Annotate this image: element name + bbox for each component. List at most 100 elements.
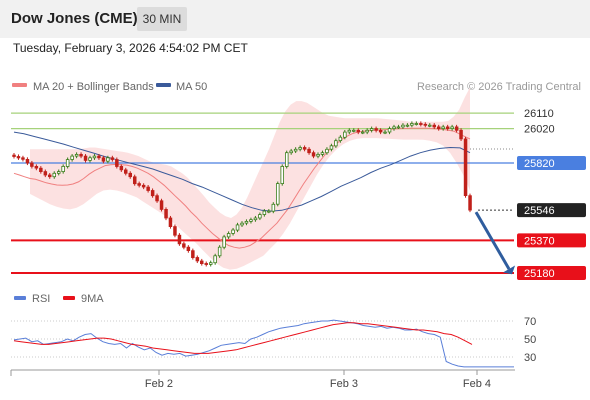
candle-body [419,123,423,125]
rsi-line [13,319,514,368]
candle-body [101,157,106,162]
candle-body [383,131,387,134]
candle-body [30,162,34,167]
candle-body [52,172,57,178]
candle-body [39,167,43,172]
candle-body [351,129,356,132]
candle-body [213,255,217,264]
candle-body [97,155,101,159]
candle-body [226,233,231,238]
candle-body [124,169,128,174]
candle-body [334,140,338,147]
time-axis: Feb 2 Feb 3 Feb 4 [10,369,515,390]
candle-body [168,217,173,228]
candle-body [177,234,182,245]
x-tick-label: Feb 3 [330,378,358,390]
candle-body [240,222,244,226]
candle-body [132,176,137,185]
level-label-26110: 26110 [524,108,554,120]
candle-body [459,129,463,140]
candle-body [280,165,284,184]
candle-body [159,200,164,210]
credit-text: Research © 2026 Trading Central [417,81,581,93]
candle-body [432,124,436,128]
candle-body [374,128,378,131]
candle-body [74,153,79,157]
candle-body [79,153,83,157]
candle-body [146,186,150,191]
candle-body [262,210,267,215]
price-plot-area: 26110 26020 25820 25546 25370 25180 [11,87,586,280]
candle-body [150,190,155,197]
projection-arrow-head [502,265,516,275]
x-tick-label: Feb 4 [463,378,491,390]
candle-body [173,226,177,236]
candle-body [137,183,141,186]
level-label-26020: 26020 [524,124,555,136]
ma50-legend-label: MA 50 [176,81,207,93]
rsi-legend-swatch [14,296,26,300]
level-label-25370: 25370 [524,235,555,247]
candle-body [164,208,168,219]
ma20-legend-swatch [12,83,27,87]
candle-body [231,229,235,234]
candle-body [70,155,74,160]
rsi-tick-50: 50 [524,334,536,346]
candle-body [423,123,428,126]
projection-arrow [474,211,511,270]
candle-body [463,138,468,196]
candle-body [298,147,302,150]
candle-body [338,136,343,141]
candle-body [25,158,30,164]
rsi-tick-70: 70 [524,316,536,328]
candle-body [365,129,369,133]
level-tag-25546 [517,203,586,218]
candle-body [450,126,454,130]
candle-body [249,219,253,222]
candle-body [191,250,195,258]
candle-body [204,263,208,265]
candle-body [316,153,320,157]
rsi-tick-30: 30 [524,352,536,364]
level-label-25546: 25546 [524,205,555,217]
candle-body [128,172,132,178]
candle-body [235,224,240,231]
candle-body [356,129,360,133]
candle-body [43,171,48,176]
candle-body [392,126,396,130]
candle-body [293,148,298,152]
candle-body [396,126,401,129]
candle-body [445,126,450,130]
bollinger-band [30,87,470,270]
candle-body [16,156,21,159]
candle-body [401,124,405,128]
ma50-line [13,131,471,212]
candle-body [267,210,271,213]
header-bar: Dow Jones (CME) 30 MIN [0,0,590,38]
candle-body [48,174,52,178]
candle-body [61,165,65,172]
candle-body [347,129,352,133]
level-tag-25370 [517,233,586,248]
candle-body [454,126,459,131]
candle-body [320,152,325,155]
candle-body [311,152,316,157]
candle-body [329,145,334,150]
candle-body [369,128,374,131]
candle-body [34,165,39,169]
candle-body [155,195,159,202]
rsi-legend-label: RSI [32,293,50,305]
candle-body [414,123,419,125]
candle-body [410,123,414,126]
candle-body [12,154,16,157]
candle-body [244,220,249,224]
timeframe-button[interactable]: 30 MIN [137,7,187,31]
candle-body [199,260,204,264]
candle-body [307,148,311,154]
candle-body [302,147,307,150]
candle-body [253,217,258,221]
level-label-25820: 25820 [524,158,555,170]
candle-body [378,129,383,133]
candle-body [436,126,441,130]
